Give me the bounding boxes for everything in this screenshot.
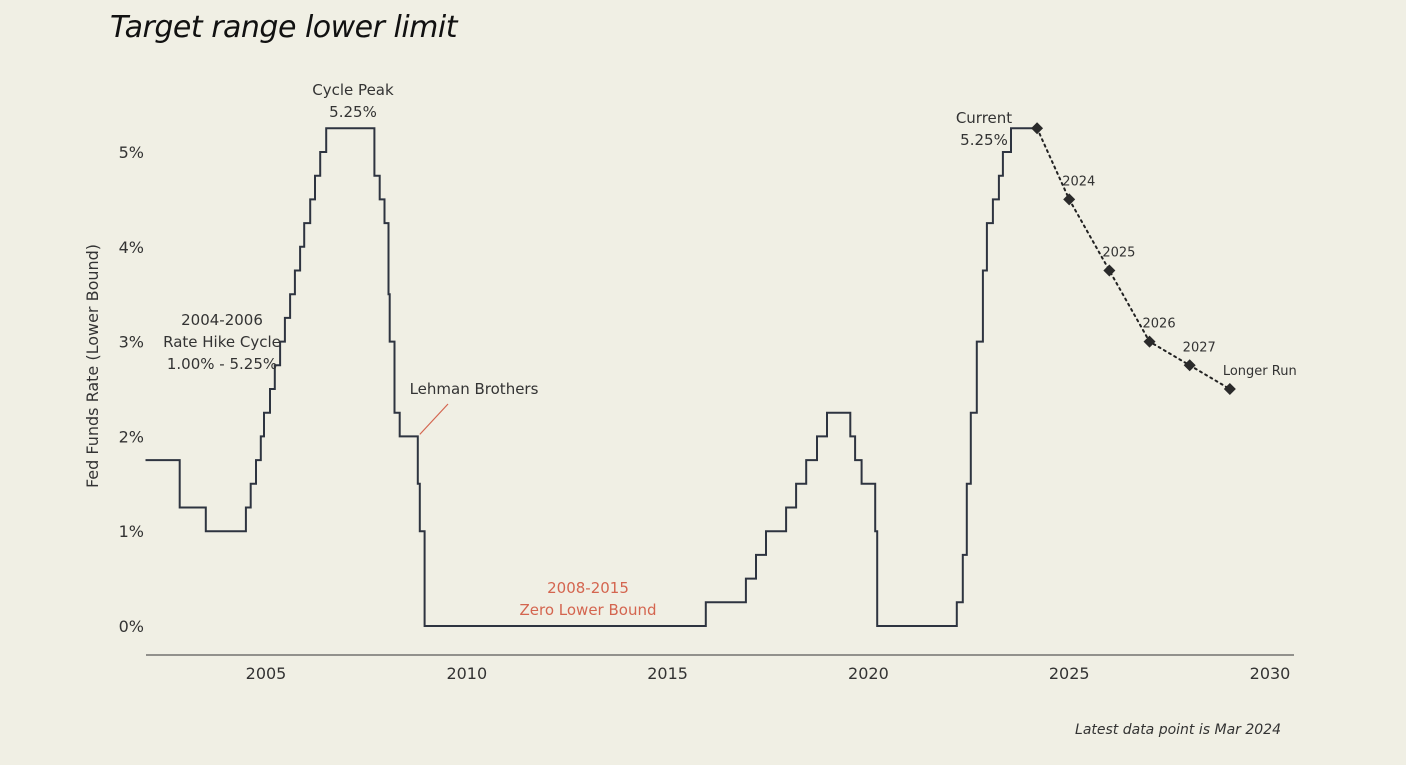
annotation-zero-lower-bound-line: 2008-2015	[547, 579, 629, 597]
annotation-hike-cycle: 2004-2006 Rate Hike Cycle 1.00% - 5.25%	[163, 311, 281, 373]
annotation-hike-cycle-line: 2004-2006	[181, 311, 263, 329]
projection-point	[1063, 193, 1076, 206]
y-tick-label: 5%	[119, 143, 144, 162]
rate-step-line	[145, 127, 1038, 627]
x-tick-label: 2005	[246, 664, 287, 683]
y-tick-label: 4%	[119, 238, 144, 257]
projection-label: 2026	[1143, 317, 1176, 332]
series-group: 2024 2025 2026 2027 Longer Run	[145, 122, 1297, 627]
annotation-lehman-line: Lehman Brothers	[410, 380, 539, 398]
projection-point	[1183, 359, 1196, 372]
annotation-zero-lower-bound-line: Zero Lower Bound	[520, 601, 657, 619]
annotation-hike-cycle-line: Rate Hike Cycle	[163, 333, 281, 351]
y-tick-label: 3%	[119, 333, 144, 352]
y-tick-label: 0%	[119, 617, 144, 636]
annotation-current: Current 5.25%	[956, 109, 1012, 149]
annotation-cycle-peak-line: Cycle Peak	[312, 81, 394, 99]
projection-point	[1223, 383, 1236, 395]
projection-point	[1031, 122, 1044, 135]
annotation-hike-cycle-line: 1.00% - 5.25%	[167, 355, 277, 373]
annotation-cycle-peak: Cycle Peak 5.25%	[312, 81, 394, 121]
projection-label: 2024	[1062, 174, 1095, 189]
x-tick-label: 2015	[647, 664, 688, 683]
y-axis-label: Fed Funds Rate (Lower Bound)	[83, 244, 102, 488]
x-tick-label: 2020	[848, 664, 889, 683]
annotation-current-line: 5.25%	[960, 131, 1008, 149]
chart-title: Target range lower limit	[110, 10, 458, 45]
annotation-cycle-peak-line: 5.25%	[329, 103, 377, 121]
footnote: Latest data point is Mar 2024	[1075, 722, 1281, 738]
annotation-lehman: Lehman Brothers	[410, 380, 539, 398]
lehman-arrow	[419, 403, 449, 435]
annotations-group: Cycle Peak 5.25% Current 5.25% 2004-2006 Rate…	[163, 81, 1012, 619]
y-tick-label: 2%	[119, 427, 144, 446]
axes: 2005 2010 2015 2020 2025 2030 0% 1% 2% 3% 4% 5% Fed …	[83, 143, 1294, 683]
x-tick-label: 2030	[1250, 664, 1291, 683]
projection-label: Longer Run	[1223, 364, 1297, 379]
projection-dotted-line	[1036, 127, 1231, 390]
annotation-zero-lower-bound: 2008-2015 Zero Lower Bound	[520, 579, 657, 619]
projection-label: 2027	[1183, 340, 1216, 355]
projection-point	[1103, 264, 1116, 277]
annotation-current-line: Current	[956, 109, 1012, 127]
y-tick-label: 1%	[119, 522, 144, 541]
x-tick-label: 2025	[1049, 664, 1090, 683]
x-tick-label: 2010	[446, 664, 487, 683]
projection-point	[1143, 335, 1156, 348]
projection-label: 2025	[1102, 246, 1135, 261]
